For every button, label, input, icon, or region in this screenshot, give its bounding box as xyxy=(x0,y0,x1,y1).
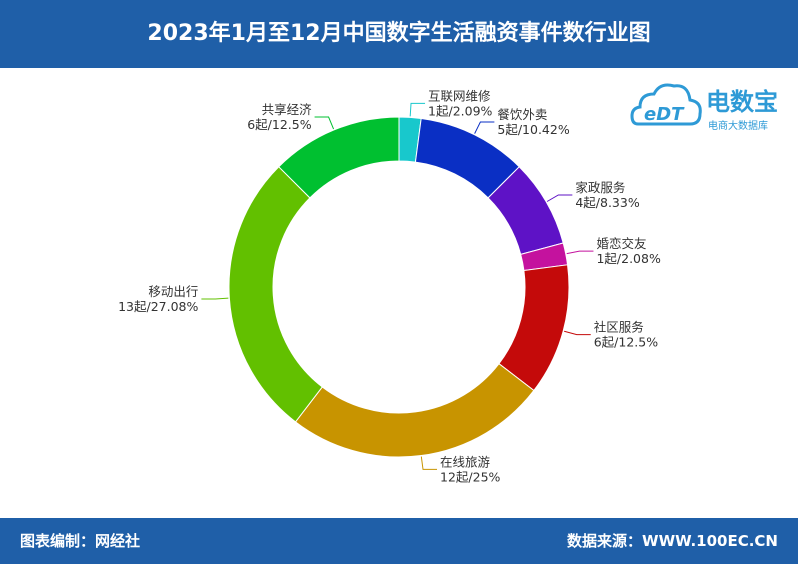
leader-line-1 xyxy=(474,121,495,134)
leader-line-5 xyxy=(420,456,438,470)
slice-value-label-6: 13起/27.08% xyxy=(118,299,198,314)
slice-value-label-5: 12起/25% xyxy=(440,469,501,484)
slice-6 xyxy=(228,166,323,423)
logo-mark: eDT xyxy=(644,104,685,125)
slice-7 xyxy=(278,116,400,199)
header-bar: 2023年1月至12月中国数字生活融资事件数行业图 xyxy=(0,0,798,68)
slice-category-label-0: 互联网维修 xyxy=(428,88,491,103)
leader-line-0 xyxy=(409,102,426,117)
slice-value-label-1: 5起/10.42% xyxy=(497,122,569,137)
slice-category-label-1: 餐饮外卖 xyxy=(497,107,547,122)
leader-line-6 xyxy=(201,297,229,300)
slice-value-label-4: 6起/12.5% xyxy=(594,335,658,350)
slice-category-label-6: 移动出行 xyxy=(148,284,198,299)
leader-line-7 xyxy=(314,116,335,130)
footer-source-credit: 图表编制：网经社 xyxy=(20,532,141,550)
slice-category-label-3: 婚恋交友 xyxy=(596,236,646,251)
slice-category-label-7: 共享经济 xyxy=(262,102,313,117)
leader-line-2 xyxy=(546,194,573,202)
slice-category-label-5: 在线旅游 xyxy=(440,454,491,469)
logo: eDT 电数宝 电商大数据库 xyxy=(630,83,778,132)
footer-data-source: 数据来源：WWW.100EC.CN xyxy=(567,532,778,550)
slice-value-label-7: 6起/12.5% xyxy=(247,117,311,132)
cloud-icon xyxy=(630,83,702,126)
slice-value-label-2: 4起/8.33% xyxy=(575,195,639,210)
logo-tagline: 电商大数据库 xyxy=(708,119,768,132)
slice-category-label-4: 社区服务 xyxy=(594,320,644,335)
slice-5 xyxy=(294,363,535,458)
slice-category-label-2: 家政服务 xyxy=(575,180,625,195)
footer-bar: 图表编制：网经社 数据来源：WWW.100EC.CN xyxy=(0,518,798,564)
slice-value-label-3: 1起/2.08% xyxy=(596,251,660,266)
slice-value-label-0: 1起/2.09% xyxy=(428,103,492,118)
logo-name: 电数宝 xyxy=(706,88,778,116)
leader-line-3 xyxy=(566,250,594,255)
leader-line-4 xyxy=(564,330,591,336)
chart-title: 2023年1月至12月中国数字生活融资事件数行业图 xyxy=(147,21,651,46)
